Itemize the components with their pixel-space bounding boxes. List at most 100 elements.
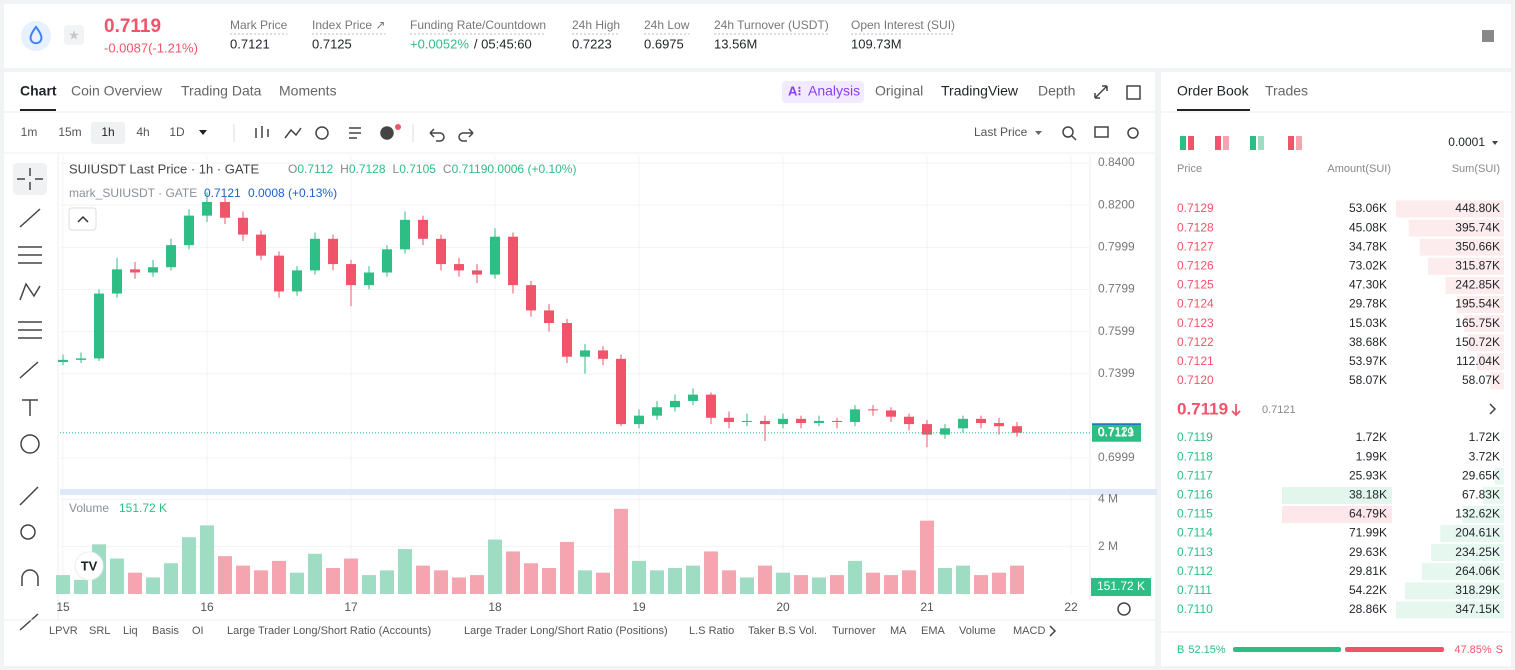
menu-icon[interactable]: [1482, 30, 1494, 42]
indicator[interactable]: Basis: [152, 625, 179, 637]
last-price: 0.7119: [104, 16, 161, 37]
sell-label: 47.85%: [1454, 644, 1492, 656]
drawing-tools[interactable]: [17, 168, 43, 631]
tab[interactable]: Chart: [20, 83, 57, 99]
indicator[interactable]: L.S Ratio: [689, 625, 734, 637]
pane-separator: [60, 489, 1157, 495]
indicator[interactable]: Taker B.S Vol.: [748, 625, 817, 637]
row-price: 0.7120: [1177, 373, 1214, 387]
expand-icon[interactable]: [1094, 85, 1108, 99]
volume-bar: [182, 537, 197, 594]
stat-label: Open Interest (SUI): [851, 18, 955, 32]
window-icon[interactable]: [1126, 85, 1141, 100]
interval[interactable]: 15m: [58, 125, 81, 139]
row-price: 0.7113: [1177, 545, 1213, 559]
row-price: 0.7110: [1177, 602, 1213, 616]
interval[interactable]: 1D: [169, 125, 185, 139]
ob-tab[interactable]: Order Book: [1177, 83, 1250, 99]
indicator[interactable]: Large Trader Long/Short Ratio (Accounts): [227, 625, 431, 637]
volume-bar: [290, 572, 305, 594]
indicator[interactable]: Turnover: [832, 625, 876, 637]
volume-bar: [506, 551, 521, 594]
view-tab[interactable]: Original: [875, 83, 923, 99]
indicator[interactable]: EMA: [921, 625, 946, 637]
layout-icon[interactable]: [1250, 136, 1256, 150]
row-sum: 58.07K: [1462, 373, 1500, 387]
volume-bar: [937, 567, 952, 594]
dropdown[interactable]: [199, 130, 207, 135]
depth-bar: [1421, 563, 1504, 581]
indicator[interactable]: MACD: [1013, 625, 1045, 637]
depth-bar: [1490, 372, 1504, 390]
row-price: 0.7111: [1177, 583, 1212, 597]
row-sum: 350.66K: [1455, 239, 1500, 253]
indicator[interactable]: SRL: [89, 625, 110, 637]
tv-logo-text: TV: [81, 558, 98, 573]
dropdown[interactable]: [1035, 131, 1042, 135]
candle-body: [382, 249, 393, 273]
chevron[interactable]: [1489, 403, 1497, 415]
toolbar-icons[interactable]: [255, 126, 1139, 142]
volume-bar: [650, 570, 665, 594]
volume-bar: [883, 575, 898, 594]
ob-tab[interactable]: Trades: [1265, 83, 1308, 99]
candle-body: [580, 350, 591, 357]
candle-body: [993, 423, 1004, 427]
indicator[interactable]: Volume: [959, 625, 996, 637]
mark-title: mark_SUIUSDT · GATE: [69, 186, 197, 200]
candle-body: [688, 394, 699, 401]
volume-bar: [614, 508, 629, 594]
row-sum: 318.29K: [1455, 583, 1500, 597]
coin-logo: [21, 21, 51, 51]
candle-body: [778, 418, 789, 425]
interval[interactable]: 4h: [136, 125, 149, 139]
volume-bar: [416, 565, 431, 594]
precision[interactable]: 0.0001: [1448, 135, 1485, 149]
volume-bar: [362, 575, 377, 594]
view-tab[interactable]: Analysis: [808, 83, 860, 99]
row-sum: 395.74K: [1455, 220, 1500, 234]
layout-icon: [1258, 136, 1264, 150]
indicator[interactable]: MA: [890, 625, 907, 637]
buy-bar: [1233, 647, 1342, 652]
indicator[interactable]: Liq: [123, 625, 138, 637]
view-tab[interactable]: TradingView: [941, 83, 1019, 99]
analysis-pill[interactable]: [782, 81, 864, 103]
interval[interactable]: 1m: [21, 125, 38, 139]
down-arrow: [1231, 404, 1241, 417]
price-type[interactable]: Last Price: [974, 125, 1028, 139]
row-sum: 165.75K: [1455, 316, 1500, 330]
depth-bar: [1482, 486, 1504, 504]
candle-body: [256, 234, 267, 256]
indicator[interactable]: Large Trader Long/Short Ratio (Positions…: [464, 625, 668, 637]
candle-body: [867, 409, 878, 411]
view-tab[interactable]: Depth: [1038, 83, 1075, 99]
volume-bar: [326, 567, 341, 594]
collapse-button[interactable]: [68, 207, 97, 231]
volume-tick-label: 4 M: [1098, 492, 1118, 506]
volume-bar: [596, 572, 611, 594]
volume-bar: [344, 558, 359, 594]
settings-icon[interactable]: [1117, 602, 1131, 616]
row-sum: 448.80K: [1455, 201, 1500, 215]
next-arrow[interactable]: [1049, 625, 1057, 637]
layout-icon[interactable]: [1180, 136, 1186, 150]
layout-icon[interactable]: [1288, 136, 1294, 150]
layout-icon[interactable]: [1215, 136, 1221, 150]
candle-body: [184, 215, 195, 246]
volume-bar: [236, 565, 251, 594]
tab[interactable]: Moments: [279, 83, 337, 99]
row-price: 0.7121: [1177, 354, 1214, 368]
row-sum: 264.06K: [1455, 564, 1500, 578]
tab[interactable]: Coin Overview: [71, 83, 163, 99]
candle-body: [130, 269, 141, 273]
candle-body: [58, 359, 69, 362]
indicator[interactable]: OI: [192, 625, 204, 637]
candle-body: [1011, 426, 1022, 433]
volume-bar: [722, 570, 737, 594]
candle-body: [760, 420, 771, 425]
tab[interactable]: Trading Data: [181, 83, 262, 99]
indicator[interactable]: LPVR: [49, 625, 78, 637]
favorite[interactable]: [64, 25, 84, 45]
interval[interactable]: 1h: [101, 125, 114, 139]
